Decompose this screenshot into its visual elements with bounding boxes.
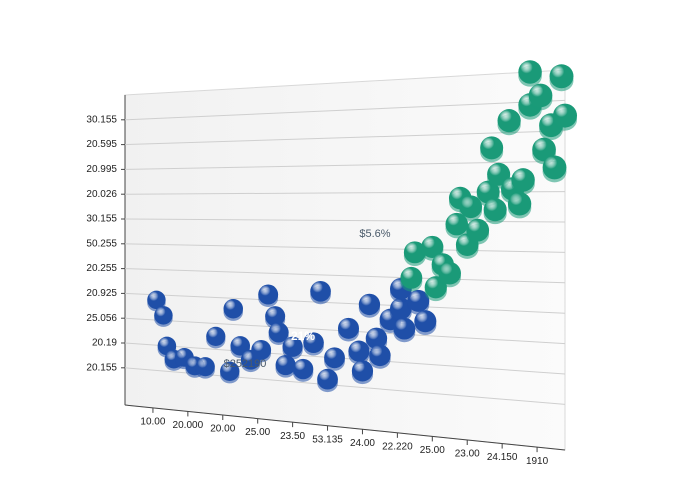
bubble: [324, 347, 345, 369]
bubble: [282, 336, 303, 357]
y-tick-label: 20.595: [86, 139, 117, 150]
bubble: [369, 344, 391, 367]
x-tick-label: 1910: [526, 456, 549, 467]
bubble: [223, 299, 243, 319]
grid-line: [124, 292, 566, 314]
bubble: [487, 162, 511, 186]
bubble: [421, 235, 444, 259]
bubble: [518, 60, 542, 84]
x-tick-label: 24.00: [350, 438, 375, 449]
grid-line: [124, 130, 566, 146]
bubble: [351, 360, 374, 382]
bubble: [265, 306, 286, 327]
x-axis: [124, 404, 566, 451]
bubble: [348, 340, 370, 362]
bubble: [549, 64, 574, 89]
bubble: [459, 195, 483, 219]
bubble: [542, 155, 567, 180]
y-tick-label: 20.995: [86, 164, 117, 175]
x-tick-label: 23.00: [455, 449, 480, 460]
bubble: [507, 192, 532, 216]
bubble: [532, 137, 556, 162]
x-tick-label: 25.00: [245, 427, 270, 438]
bubble: [358, 293, 381, 316]
bubble: [206, 326, 226, 347]
bubble: [195, 357, 215, 377]
bubble: [317, 368, 338, 390]
bubble: [407, 289, 430, 312]
grid-line: [124, 342, 566, 375]
y-tick-label: 30.155: [86, 114, 117, 125]
bubble: [403, 241, 426, 264]
bubble: [528, 83, 553, 108]
annotation: 21%: [291, 329, 315, 343]
bubble: [389, 297, 412, 320]
grid-line: [124, 243, 566, 253]
bubble: [483, 198, 507, 222]
bubble: [251, 340, 272, 360]
annotation: $252190: [224, 358, 267, 370]
bubble: [275, 354, 296, 376]
bubble: [480, 136, 504, 160]
x-tick-label: 23.50: [280, 431, 305, 442]
bubble: [511, 168, 535, 192]
grid-line: [124, 99, 566, 121]
x-tick-label: 10.00: [140, 416, 165, 427]
bubble: [258, 284, 279, 305]
bubble: [154, 306, 173, 325]
y-tick-label: 20.255: [86, 263, 117, 274]
bubble: [303, 332, 324, 353]
bubble: [400, 266, 423, 289]
annotation: $5.6%: [359, 228, 390, 240]
bubble: [365, 327, 388, 350]
bubble: [337, 317, 360, 339]
bubble: [310, 280, 331, 302]
grid-line: [124, 268, 566, 284]
bubble: [292, 358, 314, 380]
y-tick-label: 25.056: [86, 313, 117, 324]
bubble: [438, 262, 461, 285]
bubble: [414, 310, 437, 333]
y-tick-label: 20.19: [92, 338, 117, 349]
bubble: [393, 317, 416, 340]
bubble: [230, 336, 251, 356]
x-tick-label: 24.150: [487, 452, 518, 463]
bubble: [553, 103, 577, 128]
bubble: [497, 109, 521, 133]
y-tick-label: 20.925: [86, 288, 117, 299]
grid-line: [124, 160, 566, 170]
y-tick-label: 30.155: [86, 214, 117, 225]
y-tick-label: 20.026: [86, 189, 117, 200]
x-tick-label: 20.00: [210, 424, 235, 435]
y-tick-label: 20.155: [86, 362, 117, 373]
bubble: [466, 218, 490, 242]
bubble: [268, 322, 289, 343]
bubble: [147, 290, 166, 310]
x-tick-label: 22.220: [382, 441, 413, 452]
y-tick-label: 50.255: [86, 238, 117, 249]
bubble: [220, 361, 240, 382]
x-tick-label: 25.00: [420, 445, 445, 456]
x-tick-label: 20.000: [173, 420, 204, 431]
x-tick-label: 53.135: [312, 434, 343, 445]
bubble: [445, 212, 469, 236]
